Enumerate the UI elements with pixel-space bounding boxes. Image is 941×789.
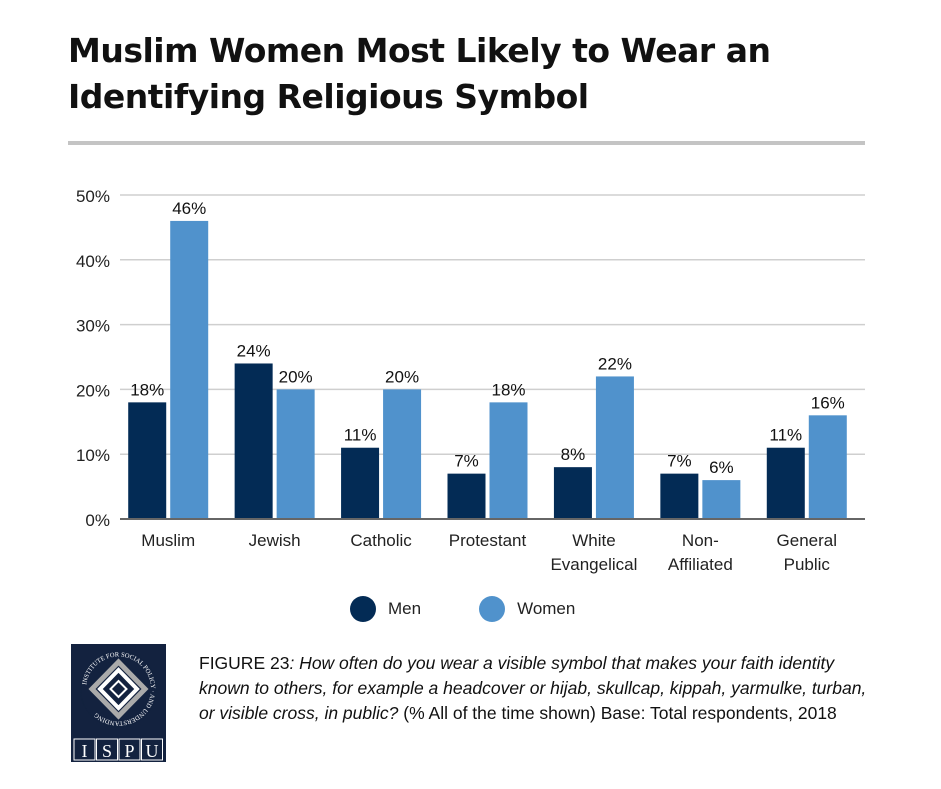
data-label: 24%	[237, 341, 271, 360]
data-label: 46%	[172, 199, 206, 218]
figure-label: FIGURE 23	[199, 653, 290, 673]
legend: Men Women	[350, 596, 575, 622]
legend-swatch-men	[350, 596, 376, 622]
bar-men	[553, 467, 592, 519]
data-label: 18%	[130, 380, 164, 399]
y-tick-label: 20%	[76, 381, 110, 400]
bar-men	[128, 402, 167, 519]
logo-letter-box	[73, 738, 96, 761]
data-label: 16%	[811, 393, 845, 412]
bar-men	[234, 363, 273, 519]
bar-women	[276, 389, 315, 519]
legend-item-women: Women	[479, 596, 575, 622]
data-label: 11%	[344, 426, 377, 445]
bar-women	[383, 389, 422, 519]
logo-letter-box	[118, 738, 141, 761]
logo-letter: S	[102, 741, 112, 761]
data-label: 22%	[598, 354, 632, 373]
x-tick-label: Jewish	[249, 531, 301, 550]
x-tick-label: Muslim	[141, 531, 195, 550]
legend-label-men: Men	[388, 599, 422, 618]
y-tick-label: 0%	[85, 511, 110, 530]
bar-women	[808, 415, 847, 519]
x-tick-label: Non-	[682, 531, 719, 550]
ispu-logo: INSTITUTE FOR SOCIAL POLICY · AND UNDERS…	[71, 644, 166, 762]
bar-men	[660, 473, 699, 519]
x-tick-label: Catholic	[350, 531, 412, 550]
bar-men	[341, 447, 380, 519]
data-label: 8%	[561, 445, 586, 464]
data-label: 6%	[709, 458, 734, 477]
logo-letter-box	[141, 738, 163, 761]
data-label: 7%	[667, 452, 692, 471]
legend-item-men: Men	[350, 596, 421, 622]
logo-letter: P	[124, 741, 134, 761]
data-label: 20%	[279, 367, 313, 386]
title-divider	[68, 141, 865, 145]
legend-swatch-women	[479, 596, 506, 622]
bar-chart: 0% 10% 20% 30% 40% 50% 18% 46% Muslim 24% 20% Jewis…	[76, 187, 865, 574]
bar-women	[702, 480, 741, 519]
legend-label-women: Women	[517, 599, 576, 618]
bar-women	[595, 376, 634, 519]
y-tick-label: 50%	[76, 187, 110, 206]
ispu-logo-mark: INSTITUTE FOR SOCIAL POLICY · AND UNDERS…	[71, 650, 166, 762]
x-tick-label: Evangelical	[550, 555, 637, 574]
x-tick-label: White	[572, 531, 615, 550]
logo-letter: U	[146, 741, 159, 761]
data-label: 20%	[385, 367, 419, 386]
logo-letter-box	[96, 738, 118, 761]
data-label: 18%	[491, 380, 525, 399]
x-tick-label: Public	[784, 555, 831, 574]
bar-men	[447, 473, 486, 519]
bar-women	[489, 402, 528, 519]
x-tick-label: General	[777, 531, 837, 550]
x-tick-label: Protestant	[449, 531, 527, 550]
x-tick-label: Affiliated	[668, 555, 733, 574]
data-label: 11%	[769, 426, 802, 445]
bar-men	[766, 447, 805, 519]
y-tick-label: 10%	[76, 446, 110, 465]
y-tick-label: 30%	[76, 317, 110, 336]
survey-question: : How often do you wear a visible symbol…	[199, 653, 867, 723]
figure-caption: FIGURE 23: How often do you wear a visib…	[199, 651, 879, 726]
data-label: 7%	[454, 452, 479, 471]
y-tick-label: 40%	[76, 252, 110, 271]
chart-title: Muslim Women Most Likely to Wear an Iden…	[68, 31, 771, 116]
logo-letter: I	[82, 741, 88, 761]
bar-women	[170, 220, 209, 520]
base-note: (% All of the time shown) Base: Total re…	[398, 703, 837, 723]
